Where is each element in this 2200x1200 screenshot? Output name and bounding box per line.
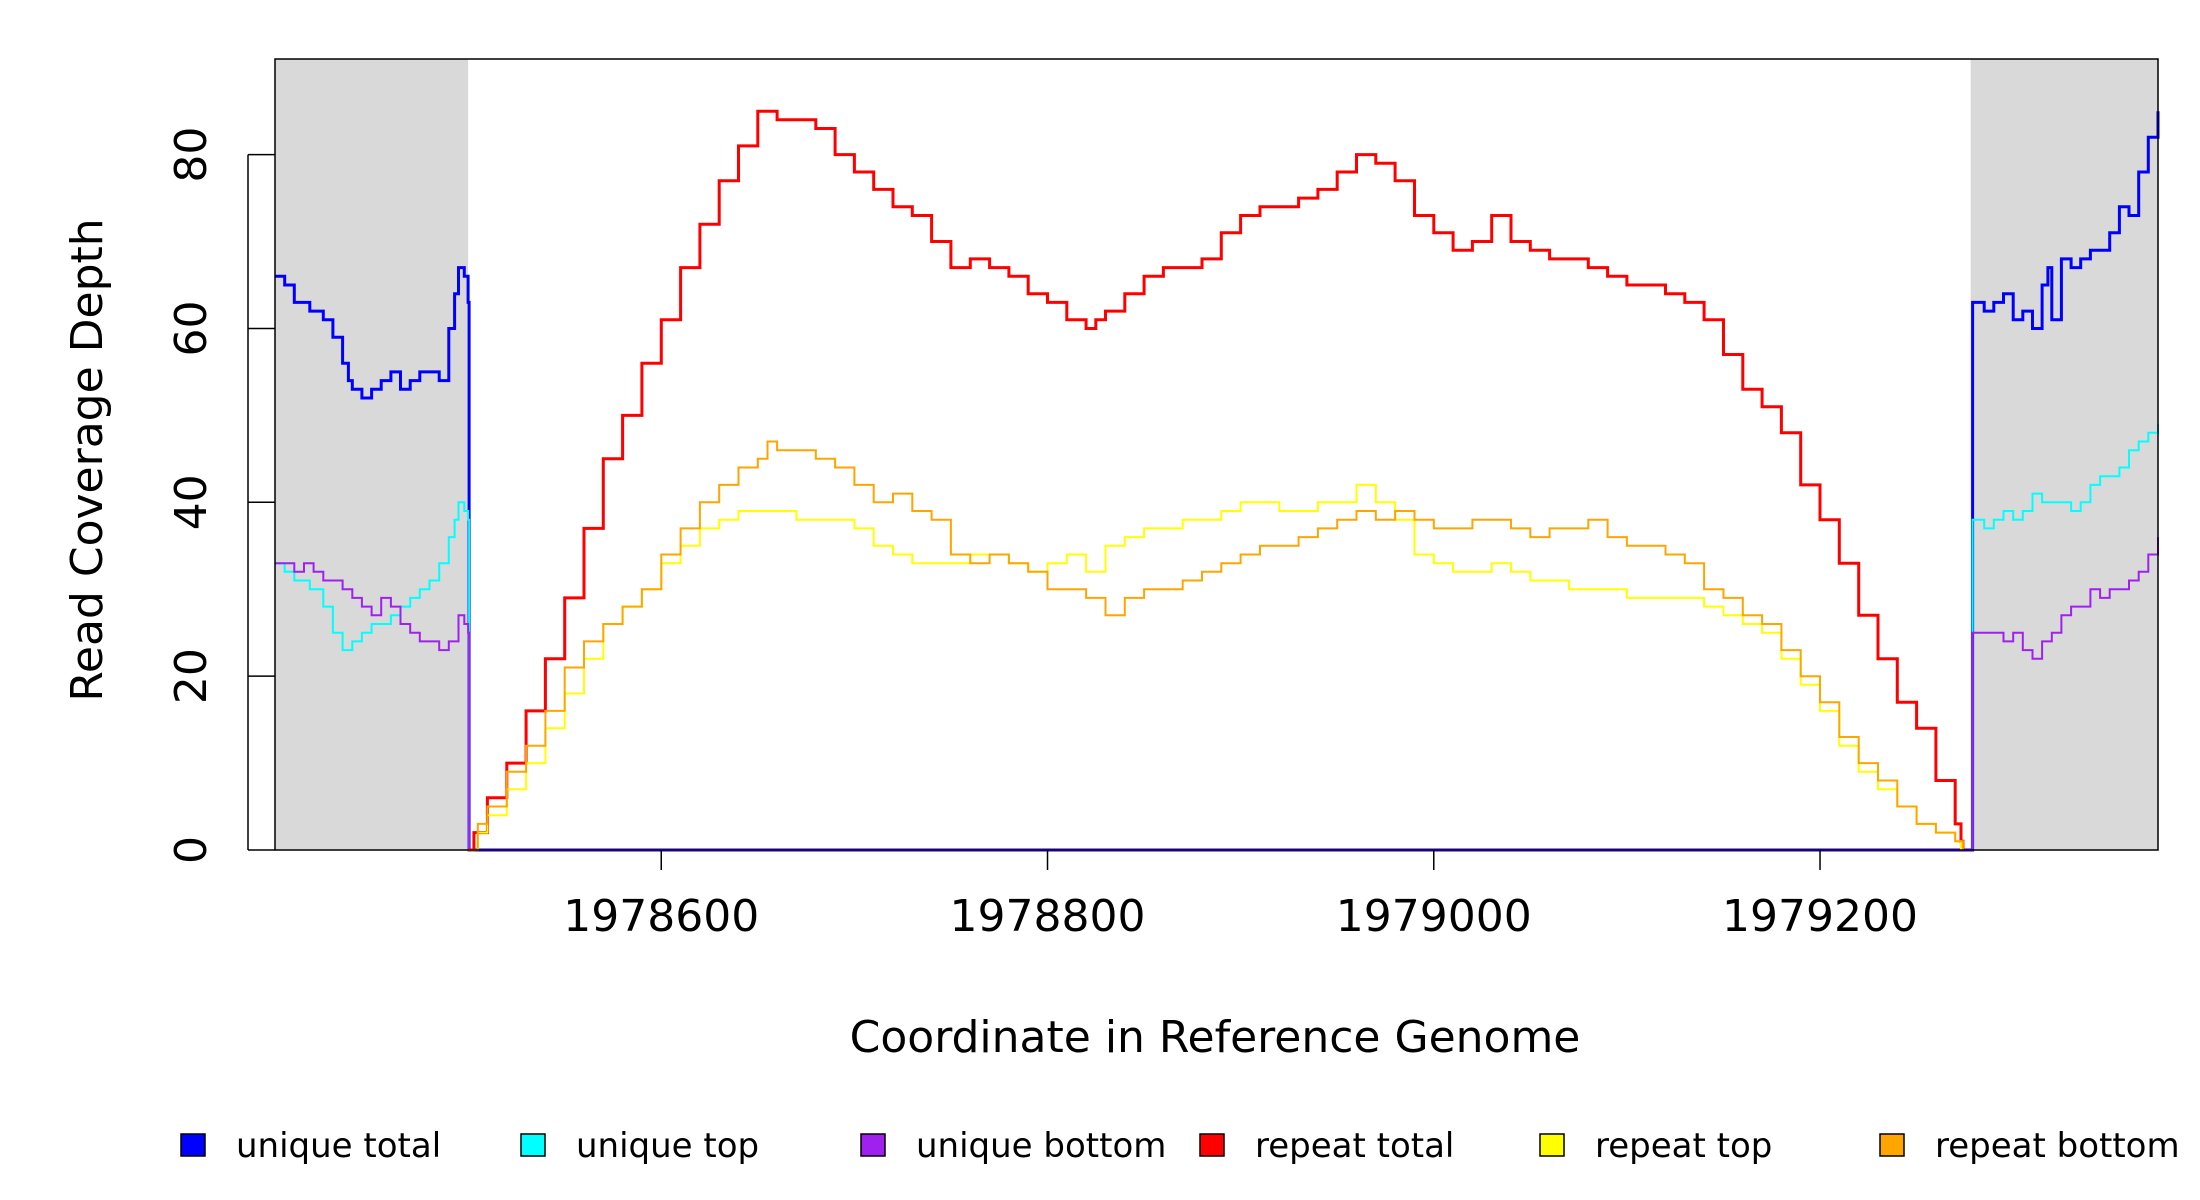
legend-label-unique-bottom: unique bottom bbox=[916, 1126, 1166, 1166]
legend-label-repeat-bottom: repeat bottom bbox=[1935, 1126, 2180, 1166]
legend-swatch-repeat-total bbox=[1199, 1133, 1225, 1157]
legend-label-unique-top: unique top bbox=[576, 1126, 759, 1166]
legend-swatch-unique-total bbox=[180, 1133, 206, 1157]
y-tick-label: 60 bbox=[166, 300, 217, 356]
y-tick-label: 20 bbox=[166, 648, 217, 704]
y-tick-label: 80 bbox=[166, 127, 217, 183]
x-axis-title: Coordinate in Reference Genome bbox=[850, 1012, 1581, 1063]
legend-label-unique-total: unique total bbox=[236, 1126, 441, 1166]
y-tick-label: 40 bbox=[166, 474, 217, 530]
series-repeat-top bbox=[468, 483, 1962, 851]
x-tick-label: 1978800 bbox=[950, 891, 1146, 942]
shaded-regions bbox=[275, 59, 2158, 850]
series-unique-top bbox=[275, 424, 2159, 851]
legend-swatch-repeat-bottom bbox=[1879, 1133, 1905, 1157]
plot-frame bbox=[274, 58, 2159, 851]
legend-swatch-repeat-top bbox=[1539, 1133, 1565, 1157]
shaded-region-1 bbox=[275, 59, 469, 850]
shaded-region-2 bbox=[1970, 59, 2158, 850]
legend: unique total unique top unique bottom repea… bbox=[180, 1126, 2180, 1166]
series-unique-bottom bbox=[275, 537, 2159, 851]
series-lines bbox=[275, 109, 2160, 852]
x-axis: 1978600 1978800 1979000 1979200 bbox=[563, 850, 1918, 942]
x-tick-label: 1979200 bbox=[1722, 891, 1918, 942]
x-tick-label: 1978600 bbox=[563, 891, 759, 942]
legend-label-repeat-total: repeat total bbox=[1255, 1126, 1454, 1166]
series-unique-total bbox=[275, 111, 2160, 852]
legend-swatch-unique-bottom bbox=[860, 1133, 886, 1157]
x-tick-label: 1979000 bbox=[1336, 891, 1532, 942]
legend-label-repeat-top: repeat top bbox=[1595, 1126, 1772, 1166]
series-repeat-total bbox=[468, 109, 1965, 852]
legend-swatch-unique-top bbox=[520, 1133, 546, 1157]
y-axis: 0 20 40 60 80 bbox=[166, 127, 275, 864]
series-repeat-bottom bbox=[468, 440, 1964, 851]
y-axis-title: Read Coverage Depth bbox=[62, 218, 113, 701]
y-tick-label: 0 bbox=[166, 836, 217, 864]
